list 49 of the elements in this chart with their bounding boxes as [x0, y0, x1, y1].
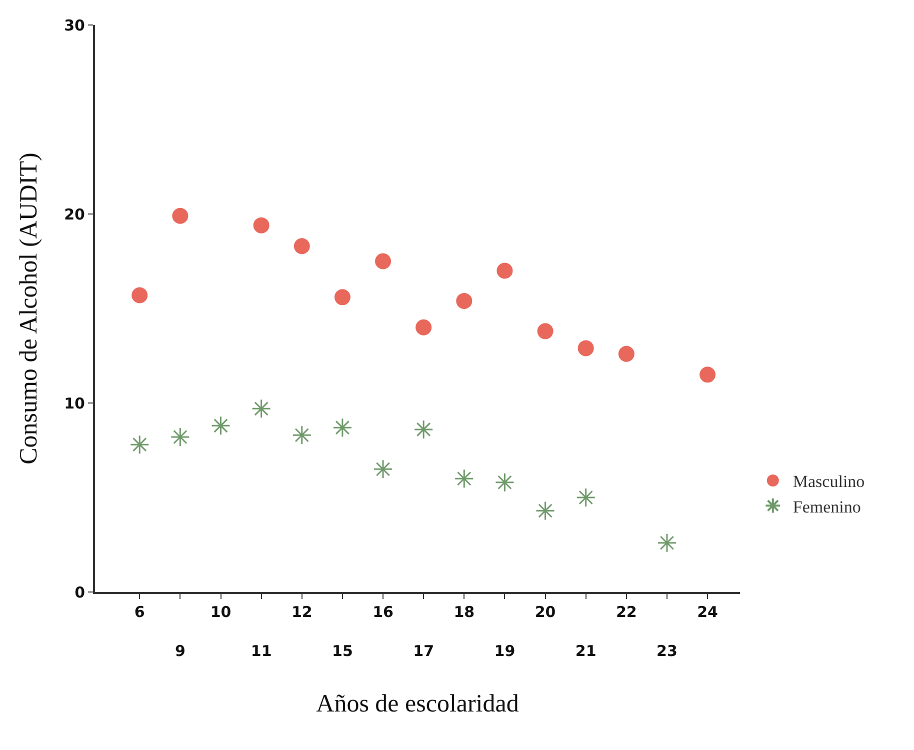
legend-label: Femenino	[792, 497, 861, 516]
point	[172, 208, 188, 224]
x-tick-label: 9	[174, 642, 186, 660]
point	[332, 418, 352, 438]
legend-label: Masculino	[792, 472, 865, 492]
x-tick-label: 10	[210, 603, 232, 621]
y-tick-label: 20	[64, 205, 85, 224]
point	[536, 500, 556, 520]
x-tick-label: 6	[134, 603, 145, 621]
x-tick-label: 21	[575, 642, 596, 660]
x-tick-label: 12	[291, 603, 312, 621]
point	[132, 287, 148, 304]
point	[170, 427, 190, 447]
point	[456, 292, 472, 309]
x-tick-label: 18	[454, 603, 475, 621]
point	[373, 459, 393, 479]
x-tick-label: 22	[616, 603, 637, 621]
point	[375, 253, 392, 270]
x-tick-label: 24	[697, 603, 718, 621]
point	[292, 425, 312, 445]
x-axis-title: Años de escolaridad	[316, 690, 520, 718]
point	[578, 340, 594, 356]
point	[454, 468, 474, 488]
y-tick-label: 10	[64, 394, 85, 412]
x-tick-label: 11	[250, 642, 272, 660]
x-tick-label: 17	[413, 642, 434, 660]
y-tick-label: 30	[64, 16, 85, 34]
y-tick-label: 0	[74, 583, 85, 602]
point	[494, 472, 514, 492]
x-tick-label: 20	[534, 603, 556, 621]
point	[496, 262, 513, 279]
x-tick-label: 16	[372, 603, 394, 621]
point	[537, 323, 554, 340]
point	[414, 420, 434, 440]
point	[252, 398, 272, 418]
point	[253, 217, 270, 234]
point	[576, 488, 596, 508]
point	[294, 238, 310, 254]
x-tick-label: 19	[494, 642, 516, 660]
point	[618, 346, 634, 362]
x-tick-label: 15	[332, 642, 353, 660]
point	[700, 366, 716, 383]
point	[334, 289, 350, 306]
point	[211, 416, 230, 436]
point	[657, 533, 677, 553]
x-tick-label: 23	[656, 642, 678, 660]
y-axis-title: Consumo de Alcohol (AUDIT)	[15, 152, 42, 464]
point	[416, 319, 432, 336]
point	[130, 434, 150, 454]
